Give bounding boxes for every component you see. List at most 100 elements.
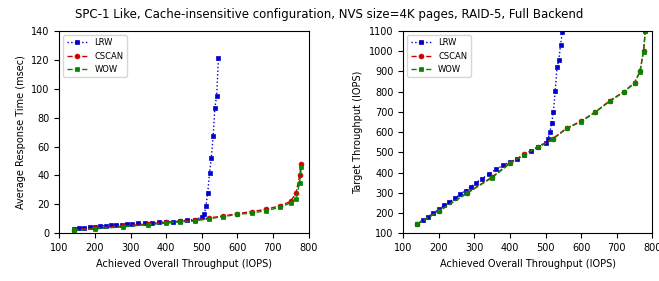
LRW: [440, 204, 448, 207]
LRW: [198, 216, 206, 219]
LRW: [208, 157, 215, 160]
LRW: [542, 141, 550, 144]
WOW: [219, 215, 227, 218]
CSCAN: [262, 208, 270, 211]
LRW: [190, 218, 198, 221]
WOW: [262, 209, 270, 212]
CSCAN: [413, 222, 421, 225]
LRW: [91, 225, 99, 228]
LRW: [558, 30, 566, 34]
WOW: [435, 210, 443, 213]
Line: CSCAN: CSCAN: [415, 28, 648, 226]
CSCAN: [248, 210, 256, 213]
CSCAN: [639, 49, 647, 53]
LRW: [209, 135, 217, 138]
LRW: [419, 218, 427, 222]
CSCAN: [162, 221, 170, 224]
WOW: [463, 191, 471, 195]
CSCAN: [91, 226, 99, 230]
LRW: [485, 173, 493, 176]
Line: CSCAN: CSCAN: [71, 161, 304, 232]
LRW: [101, 224, 109, 227]
LRW: [86, 225, 94, 229]
Legend: LRW, CSCAN, WOW: LRW, CSCAN, WOW: [63, 35, 127, 77]
Line: WOW: WOW: [415, 29, 647, 226]
LRW: [107, 224, 115, 227]
LRW: [478, 177, 486, 181]
WOW: [177, 220, 185, 224]
WOW: [162, 221, 170, 225]
WOW: [144, 223, 152, 226]
LRW: [546, 130, 554, 134]
CSCAN: [631, 81, 639, 84]
WOW: [248, 211, 256, 215]
Line: LRW: LRW: [415, 30, 564, 226]
WOW: [506, 162, 514, 165]
LRW: [80, 226, 88, 229]
LRW: [206, 171, 214, 174]
LRW: [506, 160, 514, 164]
CSCAN: [641, 29, 649, 33]
LRW: [112, 223, 120, 226]
LRW: [118, 223, 126, 226]
LRW: [202, 204, 210, 207]
CSCAN: [549, 137, 557, 140]
LRW: [134, 222, 142, 225]
Y-axis label: Target Throughput (IOPS): Target Throughput (IOPS): [353, 70, 363, 194]
CSCAN: [292, 191, 300, 194]
WOW: [549, 137, 557, 141]
LRW: [451, 197, 459, 200]
LRW: [413, 222, 421, 225]
CSCAN: [119, 224, 127, 228]
CSCAN: [296, 174, 304, 177]
WOW: [636, 70, 644, 73]
LRW: [557, 43, 565, 47]
WOW: [577, 120, 585, 123]
LRW: [527, 149, 535, 152]
LRW: [211, 106, 219, 109]
CSCAN: [435, 209, 443, 213]
CSCAN: [190, 219, 198, 222]
CSCAN: [606, 99, 614, 102]
X-axis label: Achieved Overall Throughput (IOPS): Achieved Overall Throughput (IOPS): [96, 259, 272, 269]
LRW: [129, 222, 136, 226]
LRW: [204, 191, 212, 194]
WOW: [521, 153, 529, 157]
LRW: [141, 221, 149, 225]
WOW: [276, 205, 284, 209]
WOW: [592, 110, 600, 114]
LRW: [96, 224, 104, 228]
LRW: [555, 58, 563, 62]
LRW: [183, 219, 191, 222]
WOW: [233, 213, 241, 216]
LRW: [473, 181, 480, 184]
CSCAN: [620, 90, 628, 93]
CSCAN: [577, 119, 585, 123]
CSCAN: [297, 162, 305, 166]
CSCAN: [592, 110, 600, 114]
WOW: [620, 90, 628, 94]
WOW: [488, 176, 496, 179]
LRW: [521, 153, 529, 157]
CSCAN: [70, 228, 78, 231]
WOW: [190, 219, 198, 223]
CSCAN: [219, 214, 227, 217]
LRW: [213, 94, 221, 98]
LRW: [456, 193, 464, 196]
Y-axis label: Average Response Time (msec): Average Response Time (msec): [16, 55, 26, 209]
WOW: [639, 50, 647, 53]
WOW: [413, 223, 421, 226]
CSCAN: [636, 70, 644, 73]
LRW: [499, 164, 507, 167]
LRW: [70, 227, 78, 231]
LRW: [492, 168, 500, 171]
LRW: [461, 189, 469, 192]
CSCAN: [233, 212, 241, 216]
LRW: [169, 220, 177, 223]
X-axis label: Achieved Overall Throughput (IOPS): Achieved Overall Throughput (IOPS): [440, 259, 616, 269]
LRW: [445, 200, 453, 203]
CSCAN: [205, 216, 213, 220]
LRW: [553, 66, 561, 69]
LRW: [162, 220, 170, 224]
LRW: [430, 211, 438, 215]
